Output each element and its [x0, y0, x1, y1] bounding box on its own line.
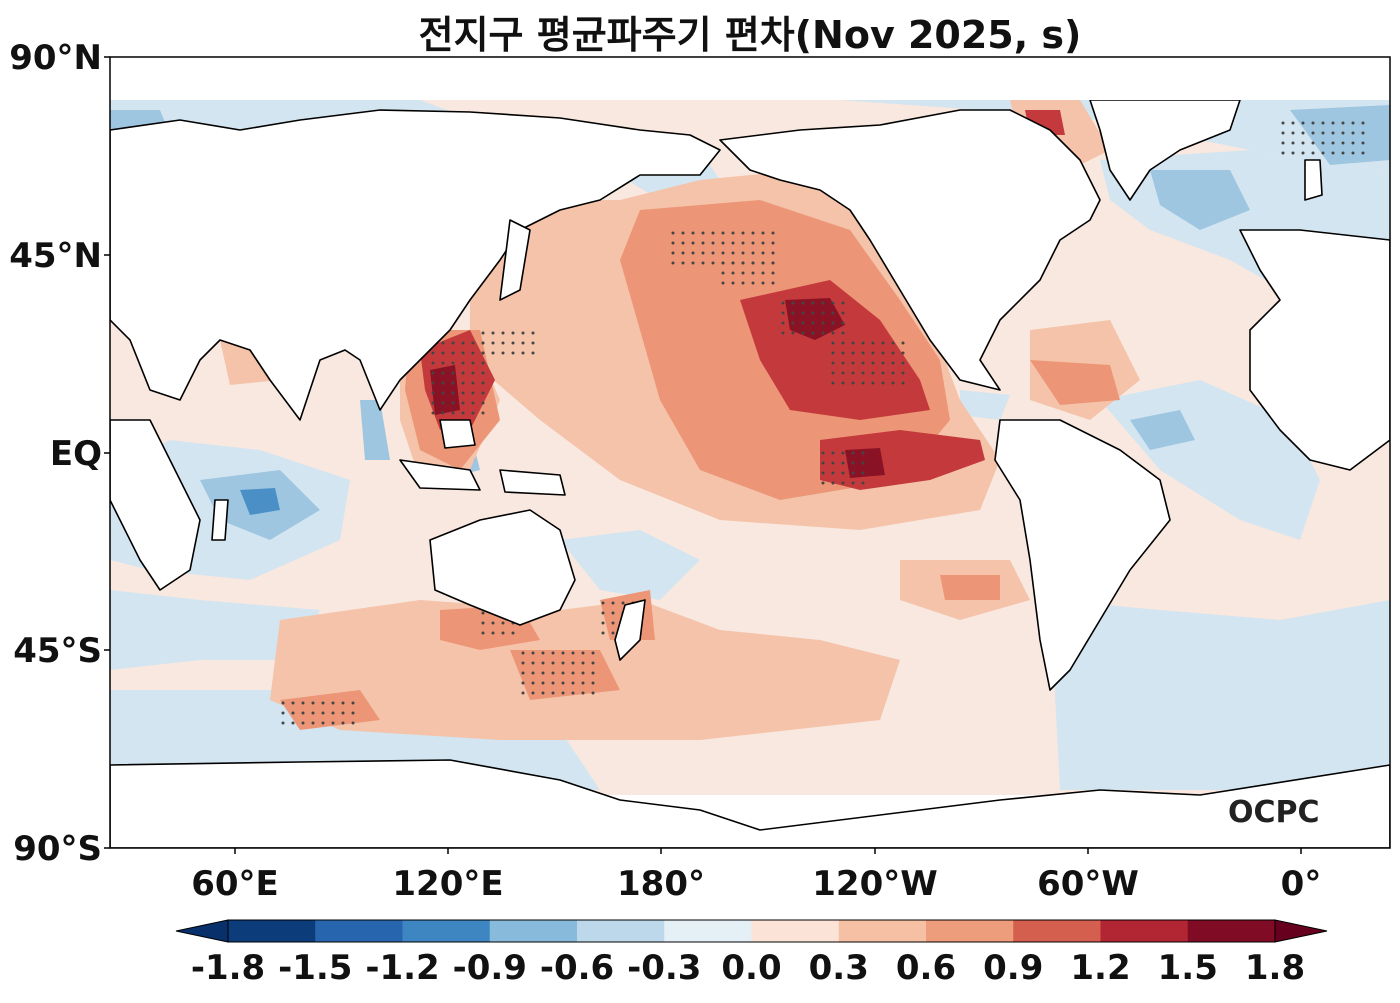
colorbar-tick-label: 0.3 [808, 948, 869, 988]
landmass-uk [1304, 159, 1323, 201]
ocpc-logo: OCPC [1228, 795, 1320, 830]
colorbar-tick-label: -1.2 [365, 948, 440, 988]
landmass-greenland [1089, 99, 1241, 201]
y-tick-90s: 90°S [13, 829, 102, 869]
significance-stippling [280, 115, 1370, 730]
y-tick-marks [104, 56, 110, 849]
landmass-australia [429, 509, 576, 626]
y-tick-45s: 45°S [13, 631, 102, 671]
colorbar-bin [489, 920, 578, 942]
colorbar-bin [664, 920, 752, 942]
land-masses [110, 99, 1390, 848]
colorbar [175, 919, 1328, 943]
x-tick-60e: 60°E [191, 864, 279, 904]
landmass-madagascar [211, 499, 229, 541]
x-tick-0: 0° [1280, 864, 1322, 904]
map-title: 전지구 평균파주기 편차(Nov 2025, s) [418, 13, 1082, 57]
landmass-borneo [439, 419, 476, 449]
colorbar-bin [1013, 920, 1101, 942]
y-tick-90n: 90°N [9, 38, 102, 78]
y-tick-eq: EQ [49, 434, 102, 474]
colorbar-tick-label: 1.2 [1070, 948, 1131, 988]
x-tick-60w: 60°W [1037, 864, 1139, 904]
colorbar-tick-label: 0.6 [895, 948, 957, 988]
colorbar-tick-label: -0.3 [627, 948, 702, 988]
colorbar-under-arrow [175, 919, 229, 943]
colorbar-bin [402, 920, 491, 942]
landmass-north-america [719, 109, 1101, 391]
colorbar-tick-label: -1.8 [190, 948, 266, 988]
landmass-new-guinea [499, 469, 566, 496]
colorbar-tick-label: 1.5 [1157, 948, 1218, 988]
landmass-antarctica [110, 759, 1390, 848]
landmass-africa [110, 419, 201, 591]
landmass-eurasia [110, 109, 721, 421]
colorbar-bin [577, 920, 665, 942]
colorbar-tick-label: 1.8 [1244, 948, 1306, 988]
colorbar-tick-label: 0.0 [721, 948, 782, 988]
colorbar-frame [227, 919, 1276, 943]
colorbar-tick-label: 0.9 [983, 948, 1044, 988]
colorbar-over-arrow [1274, 919, 1328, 943]
anomaly-field [110, 57, 1390, 848]
colorbar-tick-label: -1.5 [278, 948, 353, 988]
y-tick-45n: 45°N [9, 236, 102, 276]
colorbar-bin [315, 920, 403, 942]
landmass-europe-africa-east [1239, 229, 1390, 471]
landmass-japan [499, 219, 531, 301]
x-tick-120e: 120°E [392, 864, 504, 904]
colorbar-bin [838, 920, 927, 942]
colorbar-tick-label: -0.6 [539, 948, 615, 988]
colorbar-tick-label: -0.9 [452, 948, 527, 988]
colorbar-bin [1187, 920, 1276, 942]
colorbar-bin [1100, 920, 1189, 942]
colorbar-bin [926, 920, 1014, 942]
landmass-south-america [994, 419, 1171, 691]
strong-negative-area [240, 488, 280, 515]
colorbar-bin [751, 920, 840, 942]
landmass-indonesia [399, 459, 481, 491]
x-tick-180: 180° [617, 864, 705, 904]
x-tick-120w: 120°W [812, 864, 938, 904]
x-tick-marks [234, 848, 1302, 854]
landmass-new-zealand [614, 599, 646, 661]
colorbar-bin [228, 920, 316, 942]
